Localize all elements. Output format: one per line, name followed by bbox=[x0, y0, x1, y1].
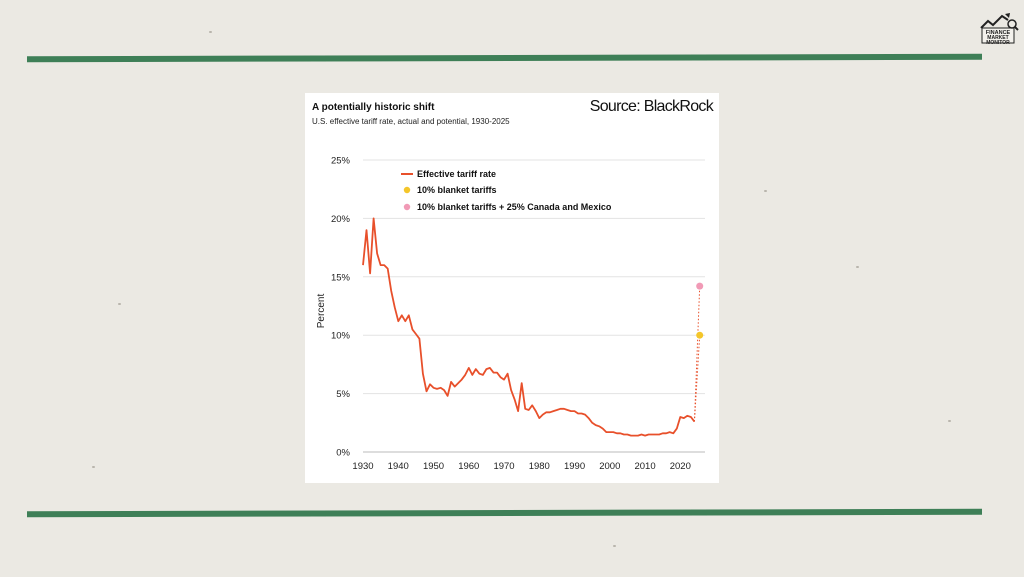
svg-text:MARKET: MARKET bbox=[987, 35, 1008, 41]
y-axis-label: Percent bbox=[316, 294, 327, 329]
x-tick-label: 2020 bbox=[670, 461, 691, 472]
chart-card: A potentially historic shift U.S. effect… bbox=[305, 93, 719, 483]
y-tick-label: 10% bbox=[331, 331, 351, 342]
legend-swatch-yellow bbox=[403, 186, 411, 194]
svg-text:FINANCE: FINANCE bbox=[986, 30, 1011, 36]
x-tick-label: 1950 bbox=[423, 461, 444, 472]
finance-market-monitor-logo-icon: FINANCE MARKET MONITOR bbox=[978, 10, 1020, 46]
x-tick-label: 1930 bbox=[352, 461, 373, 472]
projection-line bbox=[693, 286, 701, 422]
x-tick-label: 1980 bbox=[529, 461, 550, 472]
svg-text:MONITOR: MONITOR bbox=[986, 40, 1010, 46]
x-tick-label: 1970 bbox=[493, 461, 514, 472]
legend-swatch-pink bbox=[403, 203, 411, 211]
x-tick-label: 1990 bbox=[564, 461, 585, 472]
bottom-divider-rule bbox=[26, 508, 983, 518]
y-tick-label: 20% bbox=[331, 214, 351, 225]
point-10pct-blanket-plus-canada-mexico bbox=[696, 282, 704, 290]
y-tick-label: 25% bbox=[331, 156, 351, 167]
point-10pct-blanket-tariffs bbox=[696, 331, 704, 339]
source-label: Source: BlackRock bbox=[589, 98, 714, 115]
x-tick-label: 1940 bbox=[388, 461, 409, 472]
legend-label: Effective tariff rate bbox=[417, 169, 496, 179]
legend-label: 10% blanket tariffs bbox=[417, 185, 497, 195]
chart-subtitle: U.S. effective tariff rate, actual and p… bbox=[312, 117, 510, 126]
y-tick-label: 0% bbox=[336, 448, 350, 459]
top-divider-rule bbox=[26, 53, 983, 63]
series-line-effective-tariff-rate bbox=[362, 217, 696, 437]
legend-label: 10% blanket tariffs + 25% Canada and Mex… bbox=[417, 202, 612, 212]
chart-title: A potentially historic shift bbox=[312, 102, 435, 113]
y-tick-label: 5% bbox=[336, 389, 350, 400]
x-tick-label: 1960 bbox=[458, 461, 479, 472]
y-tick-label: 15% bbox=[331, 272, 351, 283]
tariff-rate-chart: 0% 5% 10% 15% 20% 25% 1930 1940 1950 1960 1970 1980… bbox=[316, 156, 705, 472]
x-tick-label: 2000 bbox=[599, 461, 620, 472]
x-tick-label: 2010 bbox=[634, 461, 655, 472]
